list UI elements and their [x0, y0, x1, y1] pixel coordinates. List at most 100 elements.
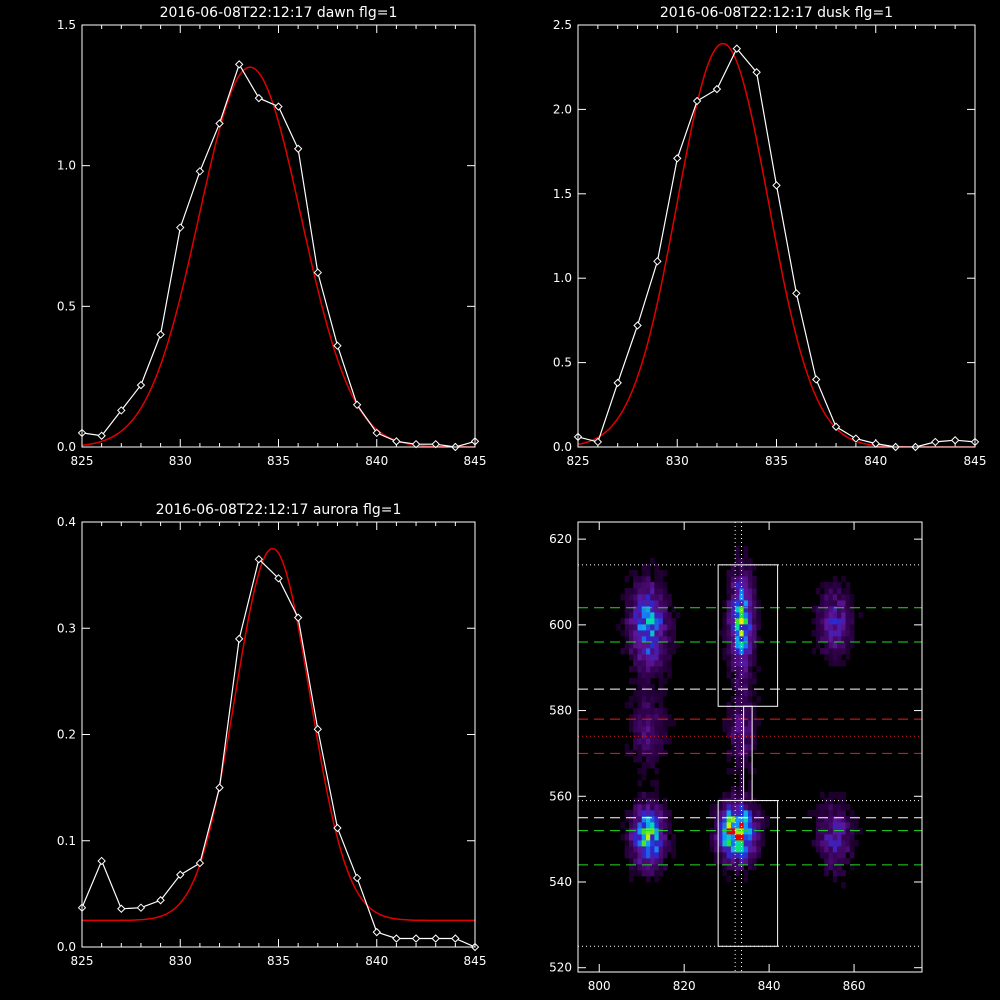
heatmap-cell — [841, 636, 846, 643]
heatmap-cell — [747, 738, 753, 745]
heatmap-cell — [629, 846, 634, 853]
heatmap-cell — [624, 648, 630, 655]
data-point — [293, 144, 303, 153]
heatmap-cell — [747, 612, 753, 619]
heatmap-cell — [730, 642, 736, 649]
heatmap-cell — [667, 618, 672, 625]
heatmap-cell — [747, 786, 753, 793]
heatmap-cell — [658, 624, 664, 631]
heatmap-cell — [752, 816, 757, 823]
heatmap-cell — [658, 606, 664, 613]
heatmap-cell — [747, 864, 753, 871]
heatmap-cell — [637, 630, 643, 637]
heatmap-cell — [730, 582, 736, 589]
heatmap-cell — [658, 690, 664, 697]
heatmap-cell — [654, 708, 659, 715]
heatmap-cell — [726, 648, 732, 655]
heatmap-cell — [658, 582, 664, 589]
heatmap-cell — [633, 600, 638, 607]
heatmap-cell — [756, 624, 761, 631]
heatmap-cell — [845, 804, 851, 811]
data-point — [732, 44, 742, 53]
heatmap-cell — [658, 738, 664, 745]
heatmap-cell — [629, 864, 634, 871]
heatmap-cell — [662, 816, 668, 823]
heatmap-cell — [752, 594, 757, 601]
heatmap-cell — [646, 690, 651, 697]
heatmap-cell — [633, 834, 638, 841]
heatmap-cell — [739, 660, 744, 667]
heatmap-cell — [726, 570, 732, 577]
data-point — [931, 437, 940, 447]
heatmap-cell — [641, 810, 647, 817]
heatmap-cell — [662, 852, 668, 859]
heatmap-cell — [747, 828, 753, 835]
heatmap-cell — [675, 612, 681, 619]
heatmap-cell — [641, 666, 647, 673]
heatmap-cell — [730, 732, 736, 739]
heatmap-cell — [743, 612, 749, 619]
heatmap-cell — [735, 690, 740, 697]
heatmap-cell — [739, 834, 744, 841]
heatmap-cell — [646, 618, 651, 625]
data-point — [333, 341, 342, 350]
heatmap-cell — [646, 762, 651, 769]
heatmap-cell — [752, 744, 757, 751]
heatmap-cell — [646, 732, 651, 739]
heatmap-cell — [654, 612, 659, 619]
heatmap-cell — [641, 744, 647, 751]
heatmap-cell — [730, 666, 736, 673]
heatmap-cell — [824, 816, 829, 823]
heatmap-cell — [658, 618, 664, 625]
heatmap-cell — [650, 798, 655, 805]
heatmap-cell — [747, 564, 753, 571]
heatmap-cell — [824, 618, 829, 625]
heatmap-cell — [824, 828, 829, 835]
heatmap-cell — [641, 768, 647, 775]
heatmap-cell — [658, 648, 664, 655]
heatmap-cell — [629, 624, 634, 631]
heatmap-cell — [641, 858, 647, 865]
heatmap-cell — [637, 636, 643, 643]
heatmap-cell — [667, 612, 672, 619]
heatmap-cell — [726, 600, 732, 607]
heatmap-cell — [832, 852, 838, 859]
data-point — [653, 257, 662, 266]
plot-frame — [577, 521, 923, 973]
heatmap-cell — [709, 810, 715, 817]
heatmap-cell — [675, 642, 681, 649]
heatmap-cell — [824, 612, 829, 619]
heatmap-cell — [624, 636, 630, 643]
heatmap-cell — [743, 792, 749, 799]
heatmap-cell — [658, 588, 664, 595]
heatmap-cell — [722, 804, 727, 811]
heatmap-cell — [845, 612, 851, 619]
heatmap-cell — [815, 642, 821, 649]
heatmap-cell — [650, 642, 655, 649]
heatmap-cell — [743, 798, 749, 805]
heatmap-cell — [735, 828, 740, 835]
heatmap-cell — [815, 804, 821, 811]
heatmap-cell — [832, 858, 838, 865]
heatmap-cell — [637, 852, 643, 859]
data-point — [97, 431, 106, 440]
heatmap-cell — [641, 816, 647, 823]
heatmap-cell — [646, 606, 651, 613]
heatmap-cell — [654, 576, 659, 583]
heatmap-cell — [641, 618, 647, 625]
heatmap-cell — [671, 834, 676, 841]
heatmap-cell — [662, 834, 668, 841]
heatmap-cell — [752, 732, 757, 739]
heatmap-cell — [752, 768, 757, 775]
heatmap-cell — [646, 870, 651, 877]
heatmap-cell — [820, 594, 825, 601]
heatmap-cell — [747, 666, 753, 673]
heatmap-cell — [747, 654, 753, 661]
heatmap-cell — [735, 792, 740, 799]
y-tick-label: 1.5 — [553, 187, 572, 201]
heatmap-cell — [841, 576, 846, 583]
data-point — [752, 68, 761, 77]
heatmap-cell — [747, 630, 753, 637]
heatmap-cell — [633, 648, 638, 655]
heatmap-cell — [837, 834, 842, 841]
